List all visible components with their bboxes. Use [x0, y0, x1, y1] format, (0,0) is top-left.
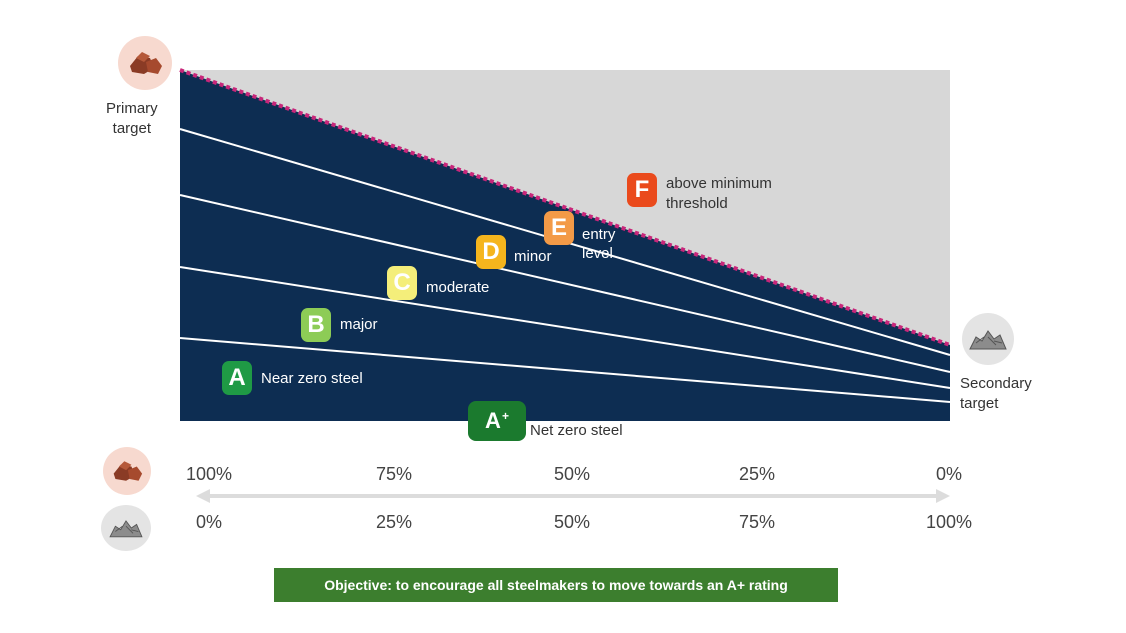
rating-c-badge: C	[387, 266, 417, 300]
primary-scale-100: 100%	[185, 464, 233, 484]
rating-aplus-label: Net zero steel	[530, 422, 623, 439]
scrap-metal-icon-axis	[101, 505, 151, 551]
secondary-scale-75: 75%	[738, 512, 776, 532]
rating-b-label: major	[340, 316, 378, 333]
secondary-scale-50: 50%	[553, 512, 591, 532]
scale-arrow-head-left	[196, 489, 210, 503]
rating-d-badge: D	[476, 235, 506, 269]
rating-f-badge: F	[627, 173, 657, 207]
iron-ore-icon-axis	[103, 447, 151, 495]
rating-b-badge: B	[301, 308, 331, 342]
secondary-target-label: Secondary target	[960, 375, 1032, 412]
rating-c-label: moderate	[426, 279, 490, 296]
primary-scale-75: 75%	[375, 464, 413, 484]
primary-scale-25: 25%	[738, 464, 776, 484]
secondary-scale-100: 100%	[925, 512, 973, 532]
threshold-line	[179, 68, 951, 347]
boundary-line-d-c	[179, 194, 951, 373]
navy-region	[180, 70, 950, 421]
secondary-scale-0: 0%	[195, 512, 222, 532]
rating-a-label: Near zero steel	[261, 370, 363, 387]
scale-arrow-head-right	[936, 489, 950, 503]
primary-target-label: Primary target	[106, 100, 158, 137]
scrap-metal-icon	[962, 313, 1014, 365]
boundary-line-b-a	[179, 337, 951, 403]
boundary-line-c-b	[179, 266, 951, 389]
primary-scale-50: 50%	[553, 464, 591, 484]
rating-a-badge: A	[222, 361, 252, 395]
objective-banner: Objective: to encourage all steelmakers …	[274, 568, 838, 602]
rating-d-label: minor	[514, 248, 552, 265]
rating-aplus-badge: A +	[468, 401, 526, 441]
rating-e-badge: E	[544, 211, 574, 245]
secondary-scale-25: 25%	[375, 512, 413, 532]
iron-ore-icon	[118, 36, 172, 90]
rating-e-label: entry level	[582, 226, 616, 262]
primary-scale-0: 0%	[935, 464, 962, 484]
rating-f-label: above minimum threshold	[666, 175, 772, 212]
